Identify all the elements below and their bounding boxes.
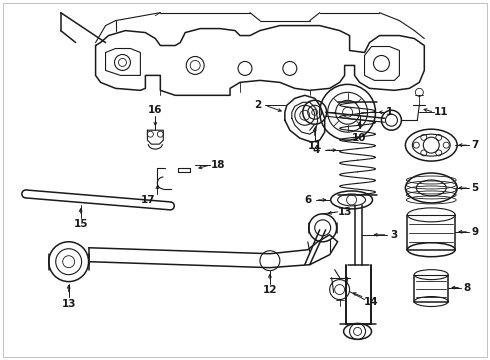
Text: 10: 10	[352, 133, 367, 143]
Text: 18: 18	[211, 160, 225, 170]
Text: 13: 13	[61, 298, 76, 309]
Text: 7: 7	[471, 140, 479, 150]
Text: 14: 14	[364, 297, 379, 306]
Text: 9: 9	[471, 227, 479, 237]
Text: 2: 2	[254, 100, 262, 110]
Text: 6: 6	[304, 195, 311, 205]
Text: 5: 5	[471, 183, 479, 193]
Text: 11: 11	[434, 107, 448, 117]
Text: 11: 11	[308, 141, 322, 151]
Text: 12: 12	[263, 284, 277, 294]
Text: 3: 3	[391, 230, 398, 240]
Text: 4: 4	[312, 145, 319, 155]
Text: 1: 1	[386, 107, 393, 117]
Text: 15: 15	[74, 219, 88, 229]
Text: 16: 16	[148, 105, 163, 115]
Text: 13: 13	[337, 207, 352, 217]
Text: 8: 8	[464, 283, 471, 293]
Text: 17: 17	[141, 195, 156, 205]
